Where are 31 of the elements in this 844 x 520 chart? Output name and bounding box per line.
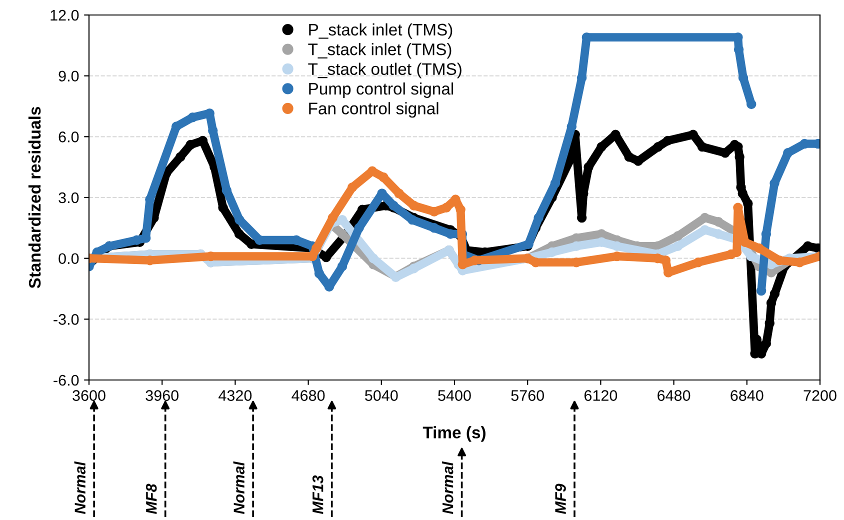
x-tick-label: 3600 bbox=[72, 390, 106, 401]
y-tick-label: -3.0 bbox=[54, 314, 79, 325]
y-tick-label: 6.0 bbox=[58, 132, 79, 142]
ref-line-label: MF8 bbox=[146, 484, 157, 514]
x-tick-label: 6480 bbox=[658, 390, 690, 401]
ref-line-label: Normal bbox=[442, 461, 454, 514]
legend-label: Fan control signal bbox=[309, 102, 438, 118]
y-tick-label: -6.0 bbox=[54, 374, 79, 386]
legend-label: T_stack outlet (TMS) bbox=[308, 62, 462, 78]
legend-label: Pump control signal bbox=[309, 82, 454, 98]
x-axis-title: Time (s) bbox=[422, 426, 486, 442]
x-tick-label: 5400 bbox=[438, 390, 471, 401]
y-tick-label: 9.0 bbox=[58, 70, 79, 82]
x-tick-label: 5040 bbox=[365, 390, 398, 401]
y-axis-title: Standardized residuals bbox=[28, 106, 41, 288]
legend-label: P_stack inlet (TMS) bbox=[309, 23, 452, 39]
ref-line-label: Normal bbox=[233, 461, 244, 514]
x-tick-label: 7200 bbox=[804, 390, 836, 401]
y-tick-label: 0.0 bbox=[58, 253, 79, 264]
ref-line-label: Normal bbox=[74, 461, 86, 514]
x-tick-label: 6120 bbox=[584, 390, 618, 401]
x-tick-label: 5760 bbox=[511, 390, 544, 401]
ref-line-label: MF13 bbox=[312, 475, 324, 514]
y-tick-label: 12.0 bbox=[50, 10, 79, 21]
x-tick-label: 6840 bbox=[730, 390, 764, 401]
x-tick-label: 4680 bbox=[292, 390, 325, 401]
y-tick-label: 3.0 bbox=[58, 192, 79, 204]
ref-line-label: MF9 bbox=[555, 484, 566, 514]
legend-label: T_stack inlet (TMS) bbox=[308, 43, 452, 59]
x-tick-label: 4320 bbox=[218, 390, 252, 401]
x-tick-label: 3960 bbox=[146, 390, 178, 401]
